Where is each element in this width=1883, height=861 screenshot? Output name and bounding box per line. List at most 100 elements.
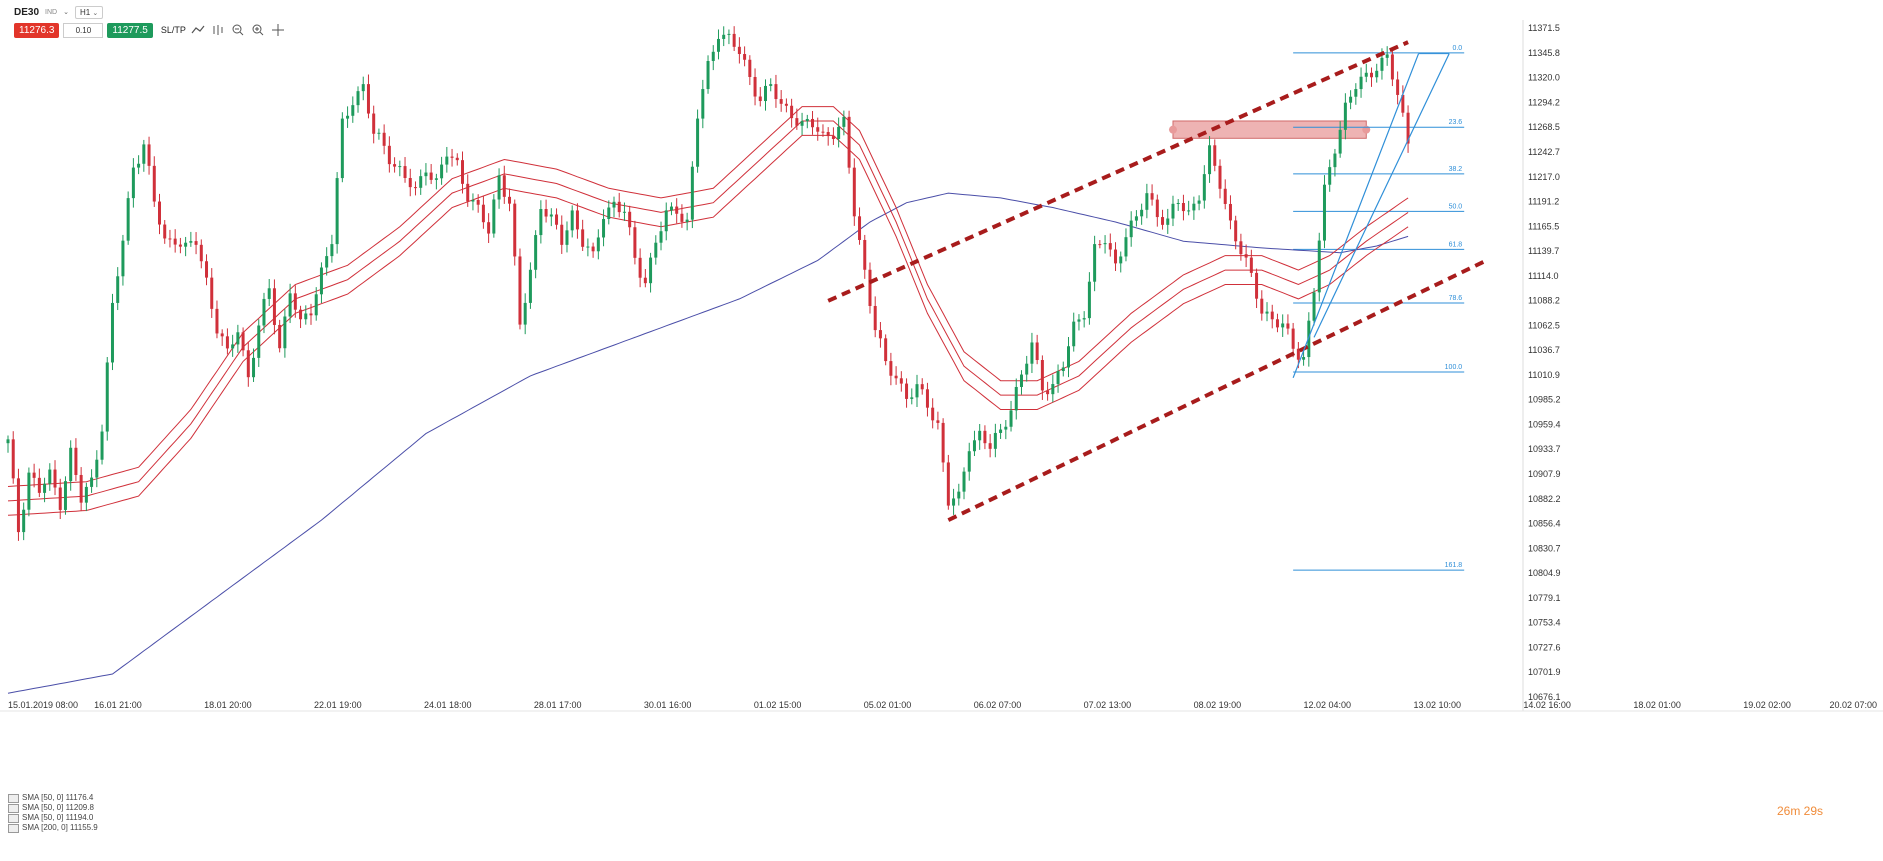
candle-body[interactable] (591, 246, 595, 252)
candle-body[interactable] (821, 131, 825, 133)
candle-body[interactable] (649, 257, 653, 284)
candle-body[interactable] (168, 238, 172, 240)
candle-body[interactable] (643, 277, 647, 284)
crosshair-icon[interactable] (270, 23, 286, 37)
candle-body[interactable] (1114, 249, 1118, 264)
candle-body[interactable] (178, 244, 182, 247)
candle-body[interactable] (356, 91, 360, 106)
candle-body[interactable] (1380, 57, 1384, 71)
candle-body[interactable] (737, 46, 741, 55)
candle-body[interactable] (325, 256, 329, 268)
candle-body[interactable] (225, 336, 229, 349)
candle-body[interactable] (1124, 237, 1128, 257)
candle-body[interactable] (63, 481, 67, 510)
candle-body[interactable] (596, 237, 600, 252)
candle-body[interactable] (769, 84, 773, 86)
candle-body[interactable] (461, 160, 464, 184)
candle-body[interactable] (534, 235, 538, 270)
candle-body[interactable] (659, 231, 663, 243)
candle-body[interactable] (758, 96, 762, 102)
candle-body[interactable] (252, 357, 256, 378)
candle-body[interactable] (1014, 386, 1018, 411)
candle-body[interactable] (1051, 384, 1055, 395)
candle-body[interactable] (811, 118, 815, 128)
candle-body[interactable] (868, 269, 872, 306)
candle-body[interactable] (1370, 72, 1373, 78)
candle-body[interactable] (1067, 346, 1070, 368)
candle-body[interactable] (241, 332, 245, 351)
candle-body[interactable] (1249, 257, 1253, 273)
candle-body[interactable] (915, 384, 919, 398)
candle-body[interactable] (1046, 390, 1050, 395)
candle-body[interactable] (434, 178, 438, 180)
candle-body[interactable] (487, 222, 491, 234)
candle-body[interactable] (1087, 281, 1091, 319)
candle-body[interactable] (1375, 70, 1379, 78)
candle-body[interactable] (732, 33, 736, 47)
candle-body[interactable] (633, 227, 637, 258)
candle-body[interactable] (565, 230, 569, 245)
candle-body[interactable] (236, 332, 240, 345)
candle-body[interactable] (11, 439, 15, 479)
candle-body[interactable] (779, 99, 783, 104)
candle-body[interactable] (267, 288, 271, 299)
candle-body[interactable] (445, 156, 449, 165)
candle-body[interactable] (581, 229, 585, 247)
channel-lower-line[interactable] (947, 258, 1488, 522)
candle-body[interactable] (377, 132, 381, 134)
candle-body[interactable] (220, 333, 224, 337)
candle-body[interactable] (95, 459, 99, 478)
candle-body[interactable] (1244, 254, 1248, 258)
candle-body[interactable] (936, 420, 940, 423)
candle-body[interactable] (1161, 217, 1165, 225)
candle-body[interactable] (518, 256, 522, 325)
candle-body[interactable] (523, 302, 527, 325)
candle-body[interactable] (189, 241, 193, 243)
candle-body[interactable] (1129, 220, 1133, 238)
candle-body[interactable] (53, 469, 57, 488)
candle-body[interactable] (471, 199, 475, 202)
candle-body[interactable] (22, 509, 26, 533)
candle-body[interactable] (481, 204, 485, 223)
candle-body[interactable] (1030, 342, 1034, 364)
candle-body[interactable] (842, 116, 846, 127)
candle-body[interactable] (1082, 318, 1086, 320)
candle-body[interactable] (121, 240, 125, 277)
candle-body[interactable] (790, 105, 794, 119)
candle-body[interactable] (152, 165, 156, 202)
candle-body[interactable] (826, 132, 830, 137)
candle-body[interactable] (816, 127, 820, 132)
candle-body[interactable] (1396, 79, 1400, 95)
candle-body[interactable] (1286, 323, 1290, 329)
candle-body[interactable] (351, 105, 355, 116)
candle-body[interactable] (440, 164, 444, 179)
candle-body[interactable] (1317, 240, 1321, 293)
candle-body[interactable] (1406, 112, 1410, 144)
candle-body[interactable] (299, 309, 303, 320)
candle-body[interactable] (696, 118, 700, 167)
candle-body[interactable] (1192, 203, 1196, 211)
candle-body[interactable] (544, 209, 548, 217)
candle-body[interactable] (1228, 203, 1232, 221)
candle-body[interactable] (664, 210, 668, 232)
candle-body[interactable] (1061, 367, 1065, 372)
candle-body[interactable] (1093, 244, 1097, 282)
candle-body[interactable] (706, 60, 710, 90)
candle-body[interactable] (1322, 184, 1326, 241)
candle-body[interactable] (58, 487, 62, 510)
sma-envelope-line[interactable] (7, 120, 1409, 502)
candle-body[interactable] (163, 224, 167, 239)
candle-body[interactable] (1166, 218, 1170, 225)
candle-body[interactable] (967, 451, 971, 472)
candle-body[interactable] (1223, 188, 1227, 204)
candle-body[interactable] (555, 214, 559, 225)
candle-body[interactable] (137, 163, 141, 168)
candle-body[interactable] (283, 316, 287, 349)
candle-body[interactable] (393, 164, 397, 167)
candle-body[interactable] (858, 216, 862, 240)
candle-body[interactable] (1103, 243, 1107, 245)
candle-body[interactable] (743, 54, 747, 60)
candle-body[interactable] (466, 183, 470, 202)
candle-body[interactable] (16, 478, 20, 533)
candle-body[interactable] (784, 103, 788, 106)
